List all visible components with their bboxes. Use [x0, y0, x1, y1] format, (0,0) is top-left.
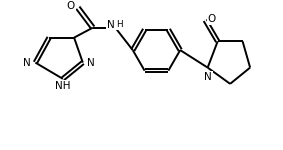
Text: O: O: [208, 14, 216, 24]
Text: N: N: [204, 72, 211, 82]
Text: N: N: [107, 20, 115, 30]
Text: N: N: [23, 58, 31, 68]
Text: H: H: [117, 20, 123, 29]
Text: NH: NH: [55, 81, 70, 91]
Text: N: N: [87, 58, 95, 68]
Text: O: O: [67, 2, 75, 11]
